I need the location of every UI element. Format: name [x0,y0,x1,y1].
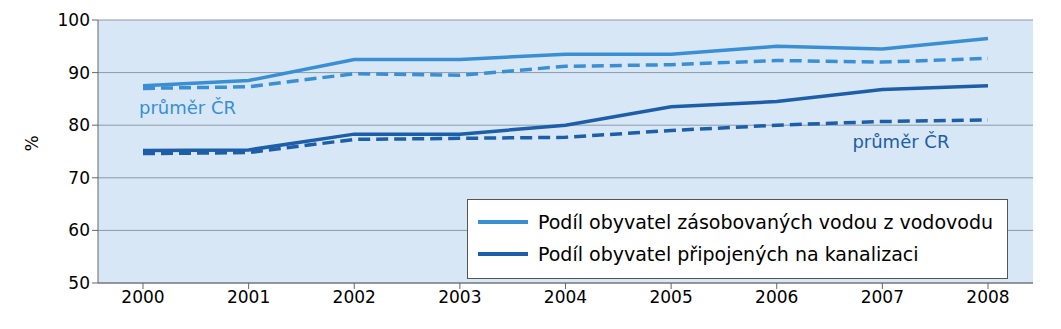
svg-text:2000: 2000 [121,287,164,307]
svg-text:2002: 2002 [333,287,376,307]
svg-text:50: 50 [68,273,90,293]
svg-text:70: 70 [68,168,90,188]
html-text:Podíl obyvatel zásobovaných vo: Podíl obyvatel zásobovaných vodou z vodo… [538,211,993,233]
html-text:Podíl obyvatel připojených na: Podíl obyvatel připojených na kanalizaci [538,243,919,265]
svg-text:průměr ČR: průměr ČR [852,131,949,152]
svg-text:2001: 2001 [227,287,270,307]
svg-text:100: 100 [58,10,90,30]
svg-text:2006: 2006 [755,287,798,307]
svg-text:2007: 2007 [861,287,904,307]
svg-text:2004: 2004 [544,287,587,307]
svg-text:průměr ČR: průměr ČR [139,97,236,118]
svg-text:%: % [22,135,42,151]
svg-text:2003: 2003 [438,287,481,307]
svg-text:2008: 2008 [966,287,1009,307]
svg-text:90: 90 [68,63,90,83]
svg-text:80: 80 [68,115,90,135]
svg-text:2005: 2005 [649,287,692,307]
svg-text:60: 60 [68,220,90,240]
